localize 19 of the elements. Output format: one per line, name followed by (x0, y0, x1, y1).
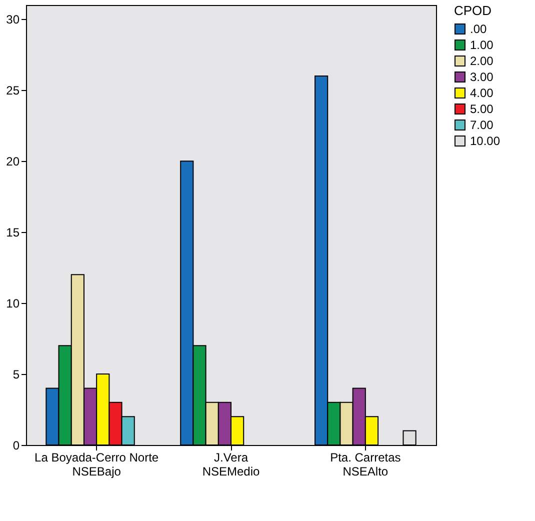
legend-label: 7.00 (470, 118, 494, 132)
legend-label: 4.00 (470, 86, 494, 100)
x-tick-label: Pta. Carretas NSEAlto (330, 450, 401, 478)
legend-label: .00 (470, 22, 488, 36)
y-tick-label: 5 (12, 368, 20, 382)
y-tick-label: 0 (12, 438, 20, 452)
x-tick-label: La Boyada-Cerro Norte NSEBajo (34, 450, 159, 478)
legend-label: 10.00 (470, 134, 500, 148)
y-tick-label: 25 (6, 84, 20, 98)
legend-title: CPOD (454, 3, 492, 18)
legend-label: 5.00 (470, 102, 494, 116)
y-tick-label: 30 (6, 12, 20, 27)
y-tick-label: 15 (6, 226, 20, 240)
legend-label: 1.00 (470, 38, 494, 52)
x-tick-label: J.Vera NSEMedio (202, 450, 260, 478)
legend-label: 2.00 (470, 54, 494, 68)
y-tick-label: 20 (6, 154, 20, 169)
y-tick-label: 10 (6, 296, 20, 311)
legend-label: 3.00 (470, 70, 494, 84)
